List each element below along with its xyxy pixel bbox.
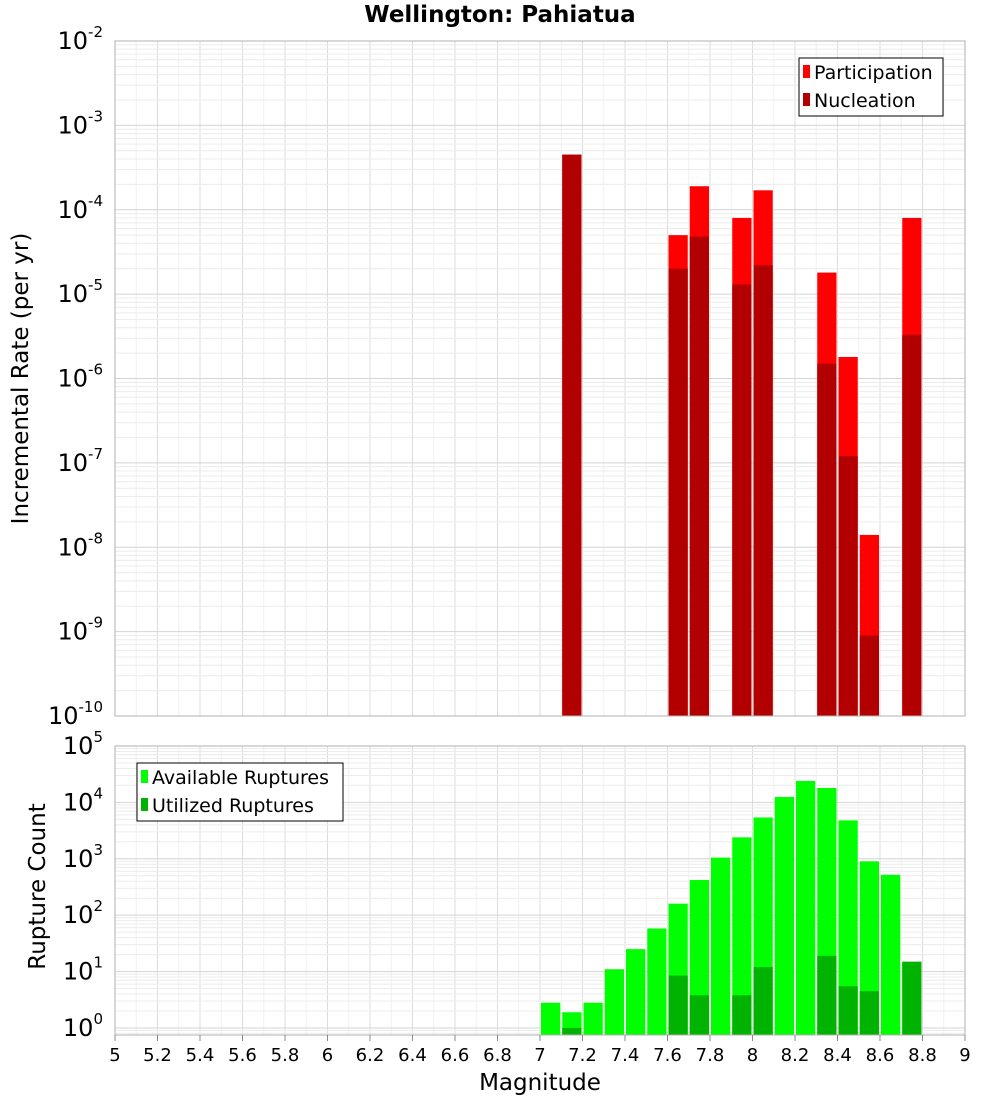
bar [902, 961, 922, 1035]
y-tick-label: 10-9 [57, 614, 103, 646]
x-tick-label: 5.6 [228, 1045, 257, 1066]
y-tick-label: 103 [63, 841, 103, 873]
legend-label: Utilized Ruptures [152, 795, 314, 817]
bar [583, 1002, 603, 1035]
bar [711, 857, 731, 1035]
x-tick-label: 8.8 [908, 1045, 937, 1066]
legend-swatch [141, 798, 148, 811]
y-axis-title: Incremental Rate (per yr) [8, 233, 34, 525]
chart-title: Wellington: Pahiatua [364, 2, 635, 28]
bar [732, 995, 752, 1035]
legend-swatch [803, 65, 810, 78]
y-tick-label: 10-6 [57, 361, 103, 393]
bar [562, 154, 582, 716]
bar [838, 986, 858, 1035]
bar [796, 780, 816, 1035]
y-tick-label: 10-10 [48, 698, 103, 730]
legend-box [798, 57, 944, 117]
legend-swatch [141, 770, 148, 783]
x-tick-label: 5.2 [143, 1045, 172, 1066]
legend: Available Ruptures Utilized Ruptures [136, 762, 344, 822]
legend-label: Available Ruptures [152, 767, 329, 789]
y-tick-label: 10-3 [57, 107, 103, 139]
x-tick-label: 8.2 [781, 1045, 810, 1066]
y-tick-label: 104 [63, 784, 103, 816]
x-tick-label: 5.8 [271, 1045, 300, 1066]
x-tick-label: 6 [322, 1045, 333, 1066]
bar [604, 969, 624, 1035]
bar [881, 874, 901, 1035]
y-tick-label: 101 [63, 954, 103, 986]
x-tick-label: 7.2 [568, 1045, 597, 1066]
legend-label: Participation [814, 62, 933, 84]
x-tick-label: 6.2 [356, 1045, 385, 1066]
y-tick-label: 102 [63, 897, 103, 929]
y-tick-label: 10-7 [57, 445, 103, 477]
bar [859, 635, 879, 716]
series-front [562, 154, 922, 716]
bar [732, 837, 752, 1035]
y-tick-label: 105 [63, 728, 103, 760]
x-tick-label: 6.8 [483, 1045, 512, 1066]
x-tick-label: 5.4 [186, 1045, 215, 1066]
x-tick-label: 8.4 [823, 1045, 852, 1066]
x-tick-label: 7 [534, 1045, 545, 1066]
x-axis-title: Magnitude [479, 1070, 601, 1096]
legend-swatch [803, 93, 810, 106]
bar [817, 955, 837, 1035]
bar [817, 363, 837, 716]
y-tick-label: 10-8 [57, 529, 103, 561]
bar [647, 928, 667, 1035]
series-front [562, 955, 922, 1035]
bar [774, 796, 794, 1035]
y-axis-title: Rupture Count [25, 803, 51, 969]
legend: Participation Nucleation [798, 57, 944, 117]
y-tick-label: 100 [63, 1010, 103, 1042]
x-tick-label: 7.6 [653, 1045, 682, 1066]
bar [859, 991, 879, 1035]
bar [753, 967, 773, 1035]
y-tick-label: 10-2 [57, 23, 103, 55]
y-tick-label: 10-4 [57, 192, 103, 224]
x-axis: 5 5.2 5.4 5.6 5.8 6 6.2 6.4 6.6 6.8 7 7.2 7.4 7.6 7.8 8… [109, 1035, 971, 1066]
x-tick-label: 9 [959, 1045, 970, 1066]
x-tick-label: 6.6 [441, 1045, 470, 1066]
x-tick-label: 5 [109, 1045, 120, 1066]
bar [838, 820, 858, 1035]
x-tick-label: 8.6 [866, 1045, 895, 1066]
bar [668, 268, 688, 716]
bar [753, 265, 773, 716]
rupture-count-panel: 100 101 102 103 104 105 Rupture Count Available… [25, 728, 966, 1042]
bar [668, 975, 688, 1035]
bar [838, 456, 858, 716]
plot-frame [114, 40, 966, 717]
x-tick-label: 6.4 [398, 1045, 427, 1066]
legend-box [136, 762, 344, 822]
bar [562, 1027, 582, 1035]
bar [689, 995, 709, 1035]
x-tick-label: 7.8 [696, 1045, 725, 1066]
legend-label: Nucleation [814, 90, 916, 112]
bar [541, 1002, 561, 1035]
x-tick-label: 7.4 [611, 1045, 640, 1066]
bar [732, 284, 752, 716]
bar [902, 334, 922, 716]
bar [626, 949, 646, 1035]
x-tick-label: 8 [747, 1045, 758, 1066]
y-tick-label: 10-5 [57, 276, 103, 308]
rate-panel: 10-10 10-9 10-8 10-7 10-6 10-5 10-4 10-3 10-2 Inc… [8, 23, 966, 730]
bar [689, 236, 709, 716]
